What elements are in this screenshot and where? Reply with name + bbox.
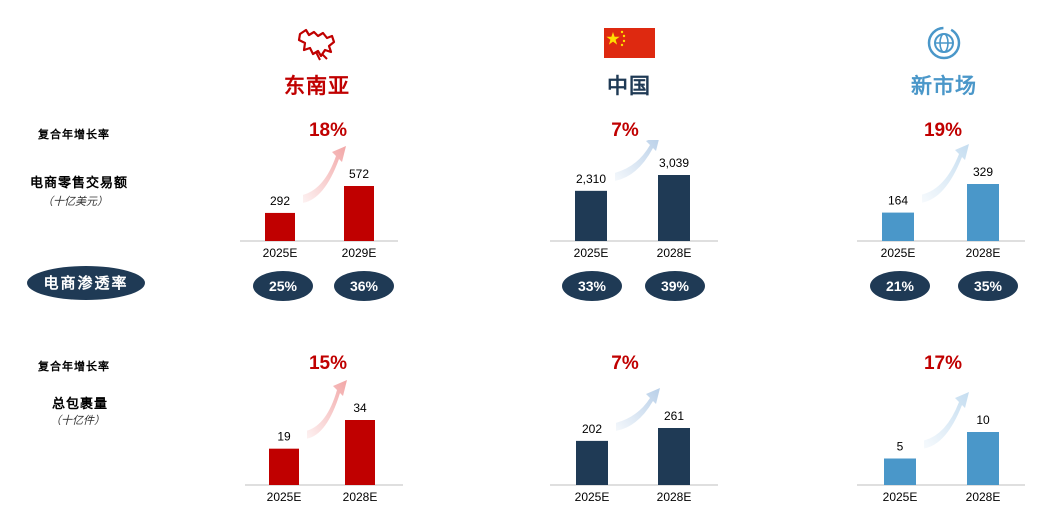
x-tick-label: 2025E [263,246,298,260]
growth-arrow [303,146,346,203]
x-tick-label: 2028E [657,490,692,504]
bar-value-label: 2,310 [576,172,606,186]
parcels-chart-sea: 19 2025E 34 2028E [245,380,403,504]
cagr-value: 18% [308,120,348,141]
bar [269,448,299,485]
bar [576,440,608,485]
bar-value-label: 10 [976,413,990,427]
bar [344,186,374,241]
growth-arrow [922,144,969,203]
x-tick-label: 2029E [342,246,377,260]
x-tick-label: 2028E [966,490,1001,504]
x-tick-label: 2025E [883,490,918,504]
growth-arrow [615,140,659,181]
growth-arrow [616,388,660,431]
china-flag-icon [604,28,655,58]
x-tick-label: 2028E [343,490,378,504]
growth-arrow [924,392,969,449]
penetration-pill: 36% [334,271,394,301]
parcels-chart-china: 202 2025E 261 2028E [550,388,718,504]
bar [345,420,375,485]
gmv-label: 电商零售交易额 [30,176,129,191]
bar [658,175,690,241]
bar-value-label: 164 [888,194,908,208]
cagr-label-top: 复合年增长率 [38,128,110,141]
penetration-label: 电商渗透率 [27,266,145,300]
gmv-chart-new-markets: 164 2025E 329 2028E [857,144,1025,260]
bar-value-label: 34 [353,401,367,415]
bar-value-label: 572 [349,167,369,181]
bar [967,432,999,485]
penetration-pill: 33% [562,271,622,301]
bar [265,212,295,241]
cagr-value: 17% [923,353,963,374]
bar [882,212,914,241]
x-tick-label: 2025E [881,246,916,260]
penetration-pill: 35% [958,271,1018,301]
x-tick-label: 2028E [966,246,1001,260]
region-title-new-markets: 新市场 [911,73,977,98]
bar [658,428,690,485]
bar-value-label: 329 [973,165,993,179]
x-tick-label: 2028E [657,246,692,260]
bar-value-label: 19 [277,430,291,444]
penetration-pill: 21% [870,271,930,301]
map-icon [297,28,336,61]
growth-arrow [307,380,347,439]
gmv-chart-sea: 292 2025E 572 2029E [240,146,398,260]
x-tick-label: 2025E [575,490,610,504]
cagr-label-bottom: 复合年增长率 [38,360,110,373]
gmv-unit: （十亿美元） [42,195,108,208]
globe-icon [927,26,961,60]
bar [575,190,607,241]
parcels-unit: （十亿件） [50,414,105,427]
bar-value-label: 292 [270,194,290,208]
x-tick-label: 2025E [574,246,609,260]
bar-value-label: 5 [897,440,904,454]
bar-value-label: 3,039 [659,156,689,170]
cagr-value: 7% [611,353,639,374]
bar-value-label: 202 [582,422,602,436]
penetration-pill: 25% [253,271,313,301]
x-tick-label: 2025E [267,490,302,504]
parcels-label: 总包裹量 [52,397,109,412]
bar [967,184,999,241]
penetration-pill: 39% [645,271,705,301]
cagr-value: 15% [308,353,348,374]
region-title-sea: 东南亚 [284,73,350,98]
bar [884,458,916,485]
cagr-value: 7% [611,120,639,141]
bar-value-label: 261 [664,409,684,423]
region-title-china: 中国 [607,73,651,98]
parcels-chart-new-markets: 5 2025E 10 2028E [857,392,1025,504]
gmv-chart-china: 2,310 2025E 3,039 2028E [550,140,718,260]
cagr-value: 19% [923,120,963,141]
